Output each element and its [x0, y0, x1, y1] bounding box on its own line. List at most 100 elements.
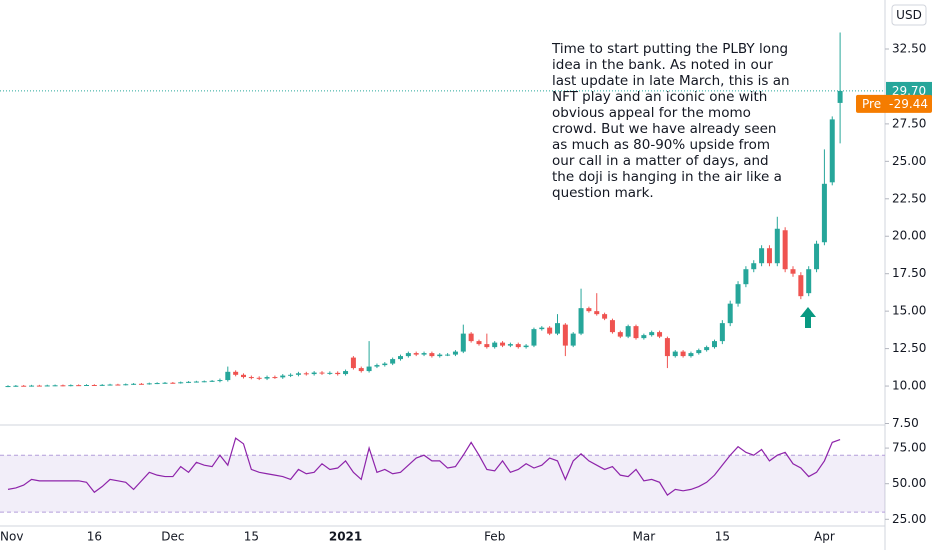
candle-body — [500, 342, 506, 346]
candle-body — [233, 371, 239, 375]
candle-body — [68, 385, 74, 387]
candle-body — [727, 303, 733, 324]
candle-body — [468, 333, 474, 342]
candle-body — [712, 341, 717, 348]
rsi-line — [7, 437, 841, 496]
currency-box[interactable] — [891, 4, 927, 26]
candle-body — [91, 385, 97, 387]
candle-body — [343, 371, 349, 375]
rsi-band — [0, 455, 885, 513]
pre-market-name: Pre — [862, 97, 881, 111]
candle-body — [523, 345, 529, 348]
candle-body — [13, 385, 19, 387]
candle-body — [460, 333, 466, 352]
candle-body — [672, 351, 678, 357]
candle-body — [256, 377, 262, 379]
candle-body — [594, 311, 600, 315]
x-tick-label: 15 — [244, 530, 259, 544]
candle-body — [170, 382, 176, 384]
candle-body — [115, 384, 121, 386]
candle-body — [382, 363, 388, 366]
candle-body — [735, 284, 741, 304]
candle-body — [264, 377, 270, 379]
currency: USD — [896, 8, 922, 22]
x-tick-label: 15 — [715, 530, 730, 544]
candle-body — [759, 248, 765, 264]
candle-body — [476, 341, 482, 345]
candle-body — [719, 323, 725, 342]
candle-body — [790, 269, 796, 274]
candle-body — [696, 350, 702, 354]
candle-body — [366, 366, 372, 372]
candle-body — [798, 275, 804, 297]
x-tick-label: Nov — [0, 530, 23, 544]
candle-body — [193, 381, 199, 383]
pre-market-value: 29.44 — [894, 97, 928, 111]
annotation: Time to start putting the PLBY long idea… — [552, 41, 790, 201]
candle-body — [248, 377, 254, 379]
candle-body — [60, 385, 66, 387]
candle-body — [429, 353, 435, 357]
y-tick-label: 12.50 — [892, 341, 926, 355]
candle-body — [633, 326, 639, 339]
candle-body — [36, 385, 42, 387]
candle-body — [217, 380, 223, 382]
candle-body — [641, 335, 647, 339]
y-tick-label: 10.00 — [892, 379, 926, 393]
candle-body — [241, 374, 246, 378]
candle-body — [107, 384, 113, 386]
candle-body — [131, 383, 137, 385]
y-tick-label: 32.50 — [892, 41, 926, 55]
candle-body — [445, 354, 451, 356]
x-tick-label: Feb — [484, 530, 505, 544]
candle-body — [84, 385, 89, 387]
candle-body — [578, 308, 584, 334]
rsi-tick-label: 75.00 — [892, 441, 926, 455]
candle-body — [766, 248, 772, 264]
candle-body — [413, 353, 419, 355]
candle-body — [492, 342, 498, 348]
candle-body — [154, 383, 160, 385]
candle-body — [829, 119, 835, 183]
rsi-tick-label: 25.00 — [892, 512, 926, 526]
x-tick-label: 16 — [87, 530, 102, 544]
candle-body — [358, 368, 364, 372]
candle-body — [311, 372, 317, 375]
y-tick-label: 7.50 — [892, 416, 919, 430]
candle-body — [295, 373, 301, 375]
y-tick-label: 25.00 — [892, 154, 926, 168]
candle-body — [782, 230, 788, 270]
candle-body — [507, 344, 513, 346]
candle-body — [178, 382, 184, 384]
pre-market-box — [856, 94, 932, 113]
candle-body — [405, 353, 411, 357]
candle-body — [76, 385, 82, 387]
pre-market-dash: - — [889, 97, 893, 111]
candle-body — [515, 344, 521, 348]
candle-body — [437, 354, 443, 357]
last-price-label: 29.70 — [892, 84, 926, 98]
candle-body — [806, 269, 812, 294]
candle-body — [335, 372, 341, 375]
candle-body — [99, 384, 105, 386]
candle-body — [44, 385, 50, 387]
candle-body — [398, 356, 403, 360]
candle-body — [138, 383, 144, 385]
candle-body — [123, 384, 129, 386]
candle-body — [484, 344, 490, 348]
candle-body — [452, 351, 458, 355]
x-tick-label: Mar — [633, 530, 656, 544]
rsi-tick-label: 50.00 — [892, 476, 926, 490]
candle-body — [52, 385, 58, 387]
candle-body — [664, 338, 670, 357]
x-tick-label: Apr — [814, 530, 835, 544]
candle-body — [21, 385, 27, 387]
y-tick-label: 20.00 — [892, 229, 926, 243]
candle-body — [327, 372, 333, 374]
candle-body — [562, 324, 568, 346]
candle-body — [209, 380, 215, 382]
x-tick-label: Dec — [161, 530, 184, 544]
candle-body — [751, 263, 757, 270]
x-tick-label: 2021 — [329, 530, 362, 544]
